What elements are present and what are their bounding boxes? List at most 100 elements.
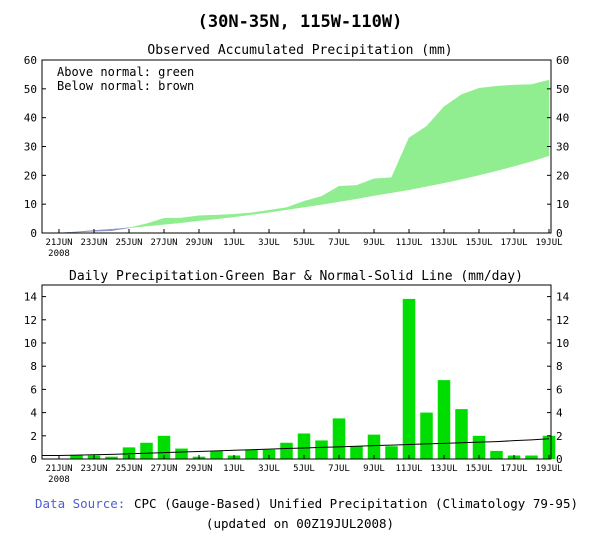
bottom-ytick-label-left: 8 bbox=[30, 360, 37, 373]
bottom-ytick-label-right: 6 bbox=[556, 383, 563, 396]
bottom-ytick-label-left: 2 bbox=[30, 430, 37, 443]
bottom-ytick-label-right: 2 bbox=[556, 430, 563, 443]
top-xtick-label: 23JUN bbox=[80, 238, 107, 248]
bottom-xtick-label: 7JUL bbox=[328, 464, 350, 474]
above-normal-area bbox=[391, 137, 410, 193]
above-normal-area bbox=[268, 207, 287, 213]
bottom-xtick-label: 29JUN bbox=[185, 464, 212, 474]
below-normal-area bbox=[111, 227, 130, 231]
above-normal-area bbox=[461, 87, 480, 180]
top-ytick-label-left: 0 bbox=[30, 227, 37, 240]
top-ytick-label-left: 40 bbox=[24, 112, 37, 125]
updated-note: (updated on 00Z19JUL2008) bbox=[206, 516, 394, 531]
top-ytick-label-left: 30 bbox=[24, 141, 37, 154]
bottom-ytick-label-left: 14 bbox=[24, 291, 38, 304]
daily-bar bbox=[105, 456, 118, 459]
top-xtick-label: 27JUN bbox=[150, 238, 177, 248]
bottom-ytick-label-right: 10 bbox=[556, 337, 569, 350]
top-chart-title: Observed Accumulated Precipitation (mm) bbox=[147, 43, 452, 58]
bottom-xtick-label: 21JUN bbox=[45, 464, 72, 474]
bottom-xtick-label: 17JUL bbox=[500, 464, 527, 474]
bottom-xtick-label: 3JUL bbox=[258, 464, 280, 474]
above-normal-area bbox=[303, 196, 322, 208]
above-normal-area bbox=[181, 215, 200, 223]
top-ytick-label-right: 60 bbox=[556, 54, 569, 67]
top-xtick-label: 9JUL bbox=[363, 238, 385, 248]
bottom-ytick-label-right: 0 bbox=[556, 453, 563, 466]
daily-bar bbox=[332, 418, 346, 459]
bottom-xtick-label: 11JUL bbox=[395, 464, 422, 474]
top-xtick-label: 15JUL bbox=[465, 238, 492, 248]
top-ytick-label-right: 40 bbox=[556, 112, 569, 125]
above-normal-area bbox=[198, 214, 217, 221]
daily-bar bbox=[140, 442, 153, 459]
bottom-ytick-label-left: 4 bbox=[30, 407, 37, 420]
above-normal-area bbox=[338, 185, 357, 202]
daily-bar bbox=[245, 449, 258, 459]
above-normal-area bbox=[426, 106, 445, 187]
above-normal-area bbox=[321, 185, 340, 205]
daily-bar bbox=[490, 450, 503, 459]
above-normal-area bbox=[408, 125, 427, 191]
above-normal-area bbox=[496, 84, 515, 172]
bottom-xtick-label: 1JUL bbox=[223, 464, 245, 474]
above-normal-area bbox=[443, 94, 462, 184]
top-ytick-label-left: 50 bbox=[24, 83, 37, 96]
above-normal-area bbox=[233, 212, 252, 218]
daily-bar bbox=[525, 455, 538, 459]
below-normal-area bbox=[76, 230, 95, 233]
above-normal-area bbox=[356, 178, 375, 199]
legend-below-normal: Below normal: brown bbox=[57, 79, 194, 93]
above-normal-area bbox=[513, 84, 532, 167]
top-ytick-label-right: 20 bbox=[556, 169, 569, 182]
top-xtick-label: 11JUL bbox=[395, 238, 422, 248]
data-source-label: Data Source: bbox=[35, 496, 125, 511]
bottom-ytick-label-left: 0 bbox=[30, 453, 37, 466]
top-xtick-label: 1JUL bbox=[223, 238, 245, 248]
bottom-year-label: 2008 bbox=[48, 475, 70, 485]
bottom-ytick-label-right: 4 bbox=[556, 407, 563, 420]
top-ytick-label-right: 0 bbox=[556, 227, 563, 240]
accumulated-precip-chart: 0 0 10 10 20 20 30 30 40 40 50 50 60 60 21JUN 23JUN 25JU… bbox=[24, 54, 570, 259]
above-normal-area bbox=[146, 217, 165, 227]
top-xtick-label: 17JUL bbox=[500, 238, 527, 248]
bottom-frame bbox=[41, 284, 552, 460]
top-ytick-label-right: 10 bbox=[556, 198, 569, 211]
bottom-chart-title: Daily Precipitation-Green Bar & Normal-S… bbox=[69, 269, 523, 284]
bottom-xtick-label: 13JUL bbox=[430, 464, 457, 474]
above-normal-area bbox=[286, 200, 305, 210]
bottom-xtick-label: 25JUN bbox=[115, 464, 142, 474]
top-xtick-label: 13JUL bbox=[430, 238, 457, 248]
top-year-label: 2008 bbox=[48, 249, 70, 259]
normal-line bbox=[42, 438, 550, 457]
top-xtick-label: 3JUL bbox=[258, 238, 280, 248]
bottom-xtick-label: 19JUL bbox=[535, 464, 562, 474]
below-normal-area bbox=[93, 228, 112, 232]
bottom-xtick-label: 5JUL bbox=[293, 464, 315, 474]
daily-bar bbox=[542, 435, 556, 459]
above-normal-area bbox=[531, 79, 550, 162]
daily-bar bbox=[350, 446, 363, 459]
bottom-ytick-label-right: 12 bbox=[556, 314, 569, 327]
daily-bar bbox=[455, 409, 468, 459]
top-xtick-label: 19JUL bbox=[535, 238, 562, 248]
top-ytick-label-left: 10 bbox=[24, 198, 37, 211]
top-xtick-label: 7JUL bbox=[328, 238, 350, 248]
legend-above-normal: Above normal: green bbox=[57, 65, 194, 79]
bottom-ytick-label-right: 14 bbox=[556, 291, 570, 304]
above-normal-area bbox=[216, 213, 235, 220]
above-normal-area bbox=[128, 223, 147, 229]
top-ytick-label-left: 60 bbox=[24, 54, 37, 67]
daily-bar bbox=[437, 380, 451, 459]
bottom-ytick-label-left: 6 bbox=[30, 383, 37, 396]
top-xtick-label: 25JUN bbox=[115, 238, 142, 248]
top-xtick-label: 21JUN bbox=[45, 238, 72, 248]
top-xtick-label: 5JUL bbox=[293, 238, 315, 248]
top-xtick-label: 29JUN bbox=[185, 238, 212, 248]
daily-bar bbox=[402, 298, 416, 459]
top-ytick-label-right: 50 bbox=[556, 83, 569, 96]
data-source-text: CPC (Gauge-Based) Unified Precipitation … bbox=[134, 496, 578, 511]
daily-bar bbox=[297, 433, 311, 459]
bottom-xtick-label: 9JUL bbox=[363, 464, 385, 474]
